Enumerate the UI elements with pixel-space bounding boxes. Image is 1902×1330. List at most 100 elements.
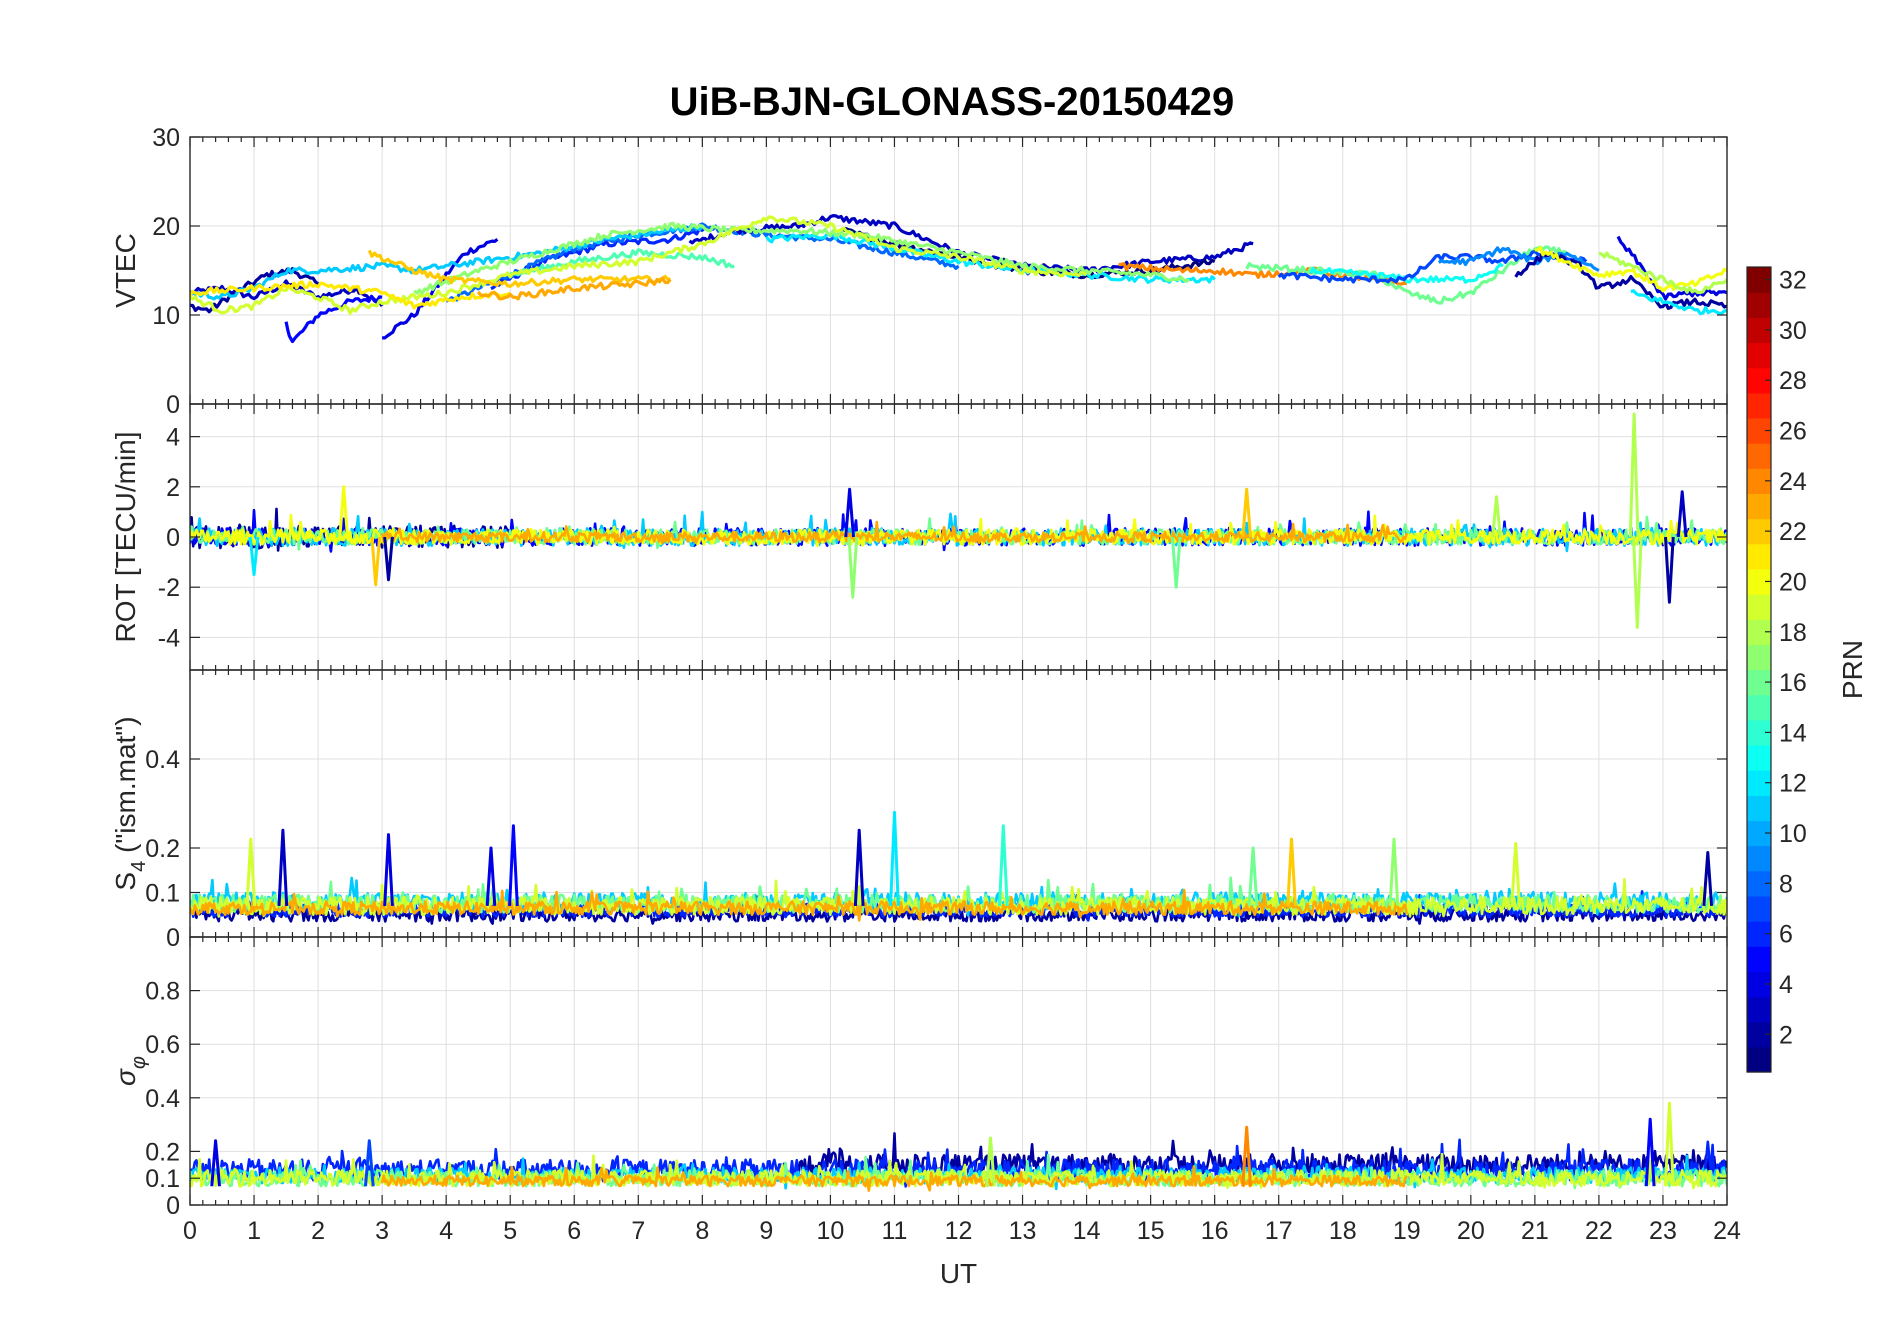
peak-prn-5: [1644, 1117, 1656, 1187]
peak-prn-3: [1676, 490, 1688, 538]
series-prn-5: [284, 294, 383, 344]
series-prn-11: [190, 223, 704, 301]
colorbar-segment: [1747, 493, 1771, 520]
x-tick-label: 18: [1329, 1217, 1357, 1245]
x-tick-label: 13: [1009, 1217, 1037, 1245]
x-tick-label: 0: [183, 1217, 197, 1245]
x-axis-label: UT: [940, 1258, 977, 1289]
colorbar-segment: [1747, 342, 1771, 369]
y-tick-label: 0: [166, 524, 180, 552]
peak-prn-4: [383, 833, 394, 906]
peak-prn-24: [1241, 1125, 1252, 1187]
series-prn-8: [445, 222, 960, 303]
series-prn-23: [190, 888, 1409, 922]
x-tick-label: 12: [945, 1217, 973, 1245]
x-tick-label: 4: [439, 1217, 453, 1245]
peak-prn-19: [1664, 1101, 1675, 1187]
axes-frame: [189, 936, 1728, 1206]
series-prn-9: [1437, 246, 1600, 272]
colorbar-tick-label: 24: [1779, 468, 1807, 496]
x-tick-label: 9: [759, 1217, 773, 1245]
panel-ROT: -4 -2 0 2 4 ROT [TECU/min]: [110, 403, 1728, 671]
x-tick-label: 19: [1393, 1217, 1421, 1245]
y-tick-label: 0: [166, 924, 180, 952]
x-tick-label: 10: [817, 1217, 845, 1245]
y-tick-label: 30: [152, 124, 180, 152]
y-tick-label: 0.6: [145, 1031, 180, 1059]
y-axis-label: ROT [TECU/min]: [110, 431, 141, 642]
colorbar-segment: [1747, 744, 1771, 771]
series-prn-21: [190, 280, 512, 310]
x-tick-label: 20: [1457, 1217, 1485, 1245]
colorbar-tick-label: 10: [1779, 820, 1807, 848]
x-tick-label: 14: [1073, 1217, 1101, 1245]
peak-prn-16: [1170, 536, 1182, 589]
series-prn-22: [367, 249, 671, 288]
colorbar-segment: [1747, 694, 1771, 721]
panel-sigma_phi: 00.10.20.40.60.80 1 2 3 4 5 6 7 8 9 10 11 12 13 14 15 16…: [110, 936, 1741, 1289]
series-prn-20: [1534, 246, 1727, 293]
y-tick-label: 0.2: [145, 1138, 180, 1166]
x-tick-label: 2: [311, 1217, 325, 1245]
series-group: [190, 412, 1727, 629]
colorbar-segment: [1747, 1046, 1771, 1073]
y-tick-label: 0.4: [145, 746, 180, 774]
colorbar-segment: [1747, 292, 1771, 318]
colorbar-segment: [1747, 996, 1771, 1023]
peak-prn-22: [1241, 487, 1252, 538]
y-tick-label: 0.1: [145, 1165, 180, 1193]
peak-prn-12: [248, 536, 260, 577]
peak-prn-4: [485, 846, 497, 906]
x-tick-label: 17: [1265, 1217, 1293, 1245]
peak-prn-22: [370, 536, 382, 587]
y-tick-label: 0: [166, 391, 180, 419]
series-prn-7: [1277, 249, 1588, 284]
y-tick-label: 0.8: [145, 978, 180, 1006]
peak-prn-2: [1664, 536, 1675, 604]
peak-prn-2: [383, 536, 394, 582]
y-tick-label: 4: [166, 424, 180, 452]
colorbar-segment: [1747, 845, 1771, 872]
y-tick-label: 20: [152, 213, 180, 241]
series-prn-18: [1598, 251, 1727, 295]
x-tick-label: 24: [1713, 1217, 1741, 1245]
colorbar-tick-label: 20: [1779, 568, 1807, 596]
x-tick-label: 5: [503, 1217, 517, 1245]
x-tick-label: 21: [1521, 1217, 1549, 1245]
peak-prn-19: [1510, 842, 1521, 906]
peak-prn-20: [338, 485, 349, 538]
series-prn-23: [380, 520, 1409, 545]
series-group: [190, 1101, 1727, 1192]
colorbar-segment: [1747, 443, 1771, 469]
colorbar-tick-label: 30: [1779, 317, 1807, 345]
series-prn-11: [190, 510, 1727, 553]
peak-prn-3: [853, 828, 865, 906]
x-tick-label: 7: [631, 1217, 645, 1245]
y-tick-label: 2: [166, 474, 180, 502]
x-tick-label: 15: [1137, 1217, 1165, 1245]
colorbar-segment: [1747, 795, 1771, 822]
colorbar-tick-label: 2: [1779, 1021, 1793, 1049]
series-prn-13: [1309, 262, 1504, 284]
peak-prn-16: [1247, 846, 1259, 907]
colorbar-tick-label: 4: [1779, 971, 1793, 999]
series-prn-23: [476, 276, 672, 301]
peak-prn-3: [277, 828, 289, 906]
peak-prn-19: [245, 837, 257, 906]
series-prn-23: [380, 1165, 1408, 1192]
peak-prn-17: [847, 536, 859, 599]
x-tick-label: 11: [881, 1217, 907, 1245]
peak-prn-5: [508, 824, 519, 906]
colorbar-segment: [1747, 543, 1771, 570]
peak-prn-7: [364, 1139, 375, 1187]
y-tick-label: 0.2: [145, 835, 180, 863]
peak-prn-18: [1491, 495, 1502, 538]
series-prn-4: [1616, 235, 1727, 301]
series-group: [190, 810, 1727, 925]
peak-prn-2: [1702, 851, 1714, 907]
colorbar-tick-label: 6: [1779, 921, 1793, 949]
y-axis-label: VTEC: [110, 233, 141, 308]
series-prn-15: [510, 248, 735, 277]
colorbar-tick-label: 12: [1779, 770, 1807, 798]
